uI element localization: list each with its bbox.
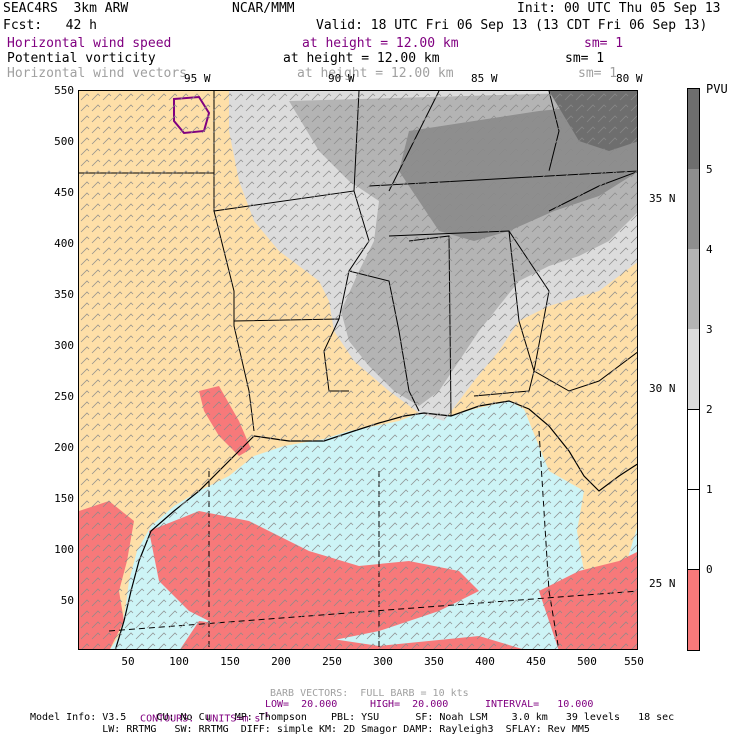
model-title: SEAC4RS 3km ARW <box>3 1 129 16</box>
colorbar-segment <box>688 489 699 569</box>
y-tick: 250 <box>54 390 74 403</box>
colorbar-label: 0 <box>706 563 713 576</box>
colorbar-label: 5 <box>706 163 713 176</box>
contours-interval: INTERVAL= 10.000 <box>485 699 594 710</box>
x-tick: 150 <box>220 655 240 668</box>
x-tick: 400 <box>475 655 495 668</box>
field-sm-wind-speed: sm= 1 <box>584 36 624 51</box>
x-tick: 250 <box>322 655 342 668</box>
colorbar-segment <box>688 329 699 409</box>
field-height-pv: at height = 12.00 km <box>283 51 440 66</box>
lat-label-35n: 35 N <box>649 192 676 205</box>
x-tick: 450 <box>526 655 546 668</box>
lon-label-95w: 95 W <box>184 72 211 85</box>
colorbar-segment <box>688 569 699 650</box>
y-tick: 550 <box>54 84 74 97</box>
field-height-wind-vectors: at height = 12.00 km <box>297 66 454 81</box>
field-sm-pv: sm= 1 <box>565 51 605 66</box>
colorbar-label: 1 <box>706 483 713 496</box>
field-name-pv: Potential vorticity <box>7 51 156 66</box>
y-tick: 500 <box>54 135 74 148</box>
forecast-hour: Fcst: 42 h <box>3 18 97 33</box>
lon-label-85w: 85 W <box>471 72 498 85</box>
colorbar-label: 4 <box>706 243 713 256</box>
x-tick: 500 <box>577 655 597 668</box>
institution-label: NCAR/MMM <box>232 1 295 16</box>
x-tick: 50 <box>121 655 135 668</box>
contours-units-exponent: -1 <box>260 711 269 719</box>
contours-low: LOW= 20.000 <box>265 699 338 710</box>
x-tick: 550 <box>624 655 644 668</box>
map-svg <box>79 91 637 649</box>
y-tick: 450 <box>54 186 74 199</box>
contours-high: HIGH= 20.000 <box>370 699 449 710</box>
contours-info: CONTOURS: UNITS=m s-1 <box>128 699 269 724</box>
barb-vectors-info: BARB VECTORS: FULL BARB = 10 kts <box>270 688 469 699</box>
lat-label-25n: 25 N <box>649 577 676 590</box>
colorbar-segment <box>688 89 699 169</box>
colorbar-units: PVU <box>706 82 728 96</box>
y-tick: 50 <box>60 594 74 607</box>
x-tick: 100 <box>169 655 189 668</box>
x-tick: 350 <box>424 655 444 668</box>
map-plot <box>78 90 638 650</box>
y-tick: 100 <box>54 543 74 556</box>
field-name-wind-vectors: Horizontal wind vectors <box>7 66 188 81</box>
model-info-line2: LW: RRTMG SW: RRTMG DIFF: simple KM: 2D … <box>30 724 590 735</box>
field-name-wind-speed: Horizontal wind speed <box>7 36 172 51</box>
field-height-wind-speed: at height = 12.00 km <box>302 36 459 51</box>
colorbar-label: 2 <box>706 403 713 416</box>
lon-label-80w: 80 W <box>616 72 643 85</box>
contours-units: CONTOURS: UNITS=m s <box>140 713 261 725</box>
wind-barbs <box>79 91 637 649</box>
x-tick: 200 <box>271 655 291 668</box>
y-tick: 300 <box>54 339 74 352</box>
y-tick: 400 <box>54 237 74 250</box>
lon-label-90w: 90 W <box>328 72 355 85</box>
colorbar-segment <box>688 169 699 249</box>
lat-label-30n: 30 N <box>649 382 676 395</box>
y-tick: 350 <box>54 288 74 301</box>
field-sm-wind-vectors: sm= 1 <box>578 66 618 81</box>
x-tick: 300 <box>373 655 393 668</box>
colorbar-segment <box>688 409 699 489</box>
init-time: Init: 00 UTC Thu 05 Sep 13 <box>517 1 721 16</box>
colorbar-label: 3 <box>706 323 713 336</box>
colorbar-segment <box>688 249 699 329</box>
colorbar <box>687 88 700 651</box>
model-info-line1: Model Info: V3.5 CU: No Cu MP: Thompson … <box>30 712 675 723</box>
valid-time: Valid: 18 UTC Fri 06 Sep 13 (13 CDT Fri … <box>316 18 708 33</box>
y-tick: 150 <box>54 492 74 505</box>
y-tick: 200 <box>54 441 74 454</box>
